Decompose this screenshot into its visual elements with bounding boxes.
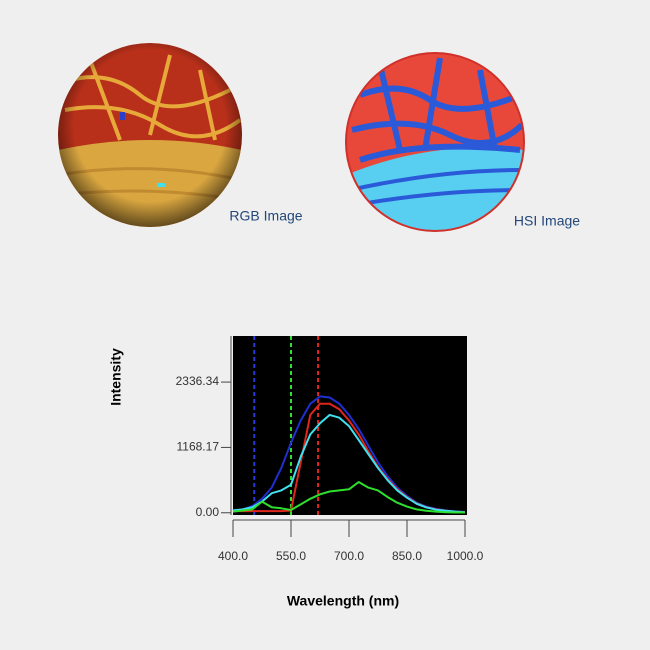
x-tick-label: 850.0 xyxy=(392,549,422,563)
image-label: HSI Image xyxy=(514,213,580,229)
hsi-rim xyxy=(345,52,525,232)
image-label: RGB Image xyxy=(229,208,302,224)
y-tick-label: 0.00 xyxy=(196,505,220,519)
series-line xyxy=(232,481,465,514)
hsi-image xyxy=(346,53,524,231)
x-tick-label: 400.0 xyxy=(218,549,248,563)
x-tick-label: 700.0 xyxy=(334,549,364,563)
x-tick-label: 1000.0 xyxy=(447,549,484,563)
x-axis-label: Wavelength (nm) xyxy=(287,593,399,609)
y-axis-label: Intensity xyxy=(108,348,124,406)
x-tick-label: 550.0 xyxy=(276,549,306,563)
y-tick-label: 2336.34 xyxy=(176,374,220,388)
series-line xyxy=(232,413,466,514)
y-tick-label: 1168.17 xyxy=(177,440,220,454)
rgb-image xyxy=(58,43,242,227)
